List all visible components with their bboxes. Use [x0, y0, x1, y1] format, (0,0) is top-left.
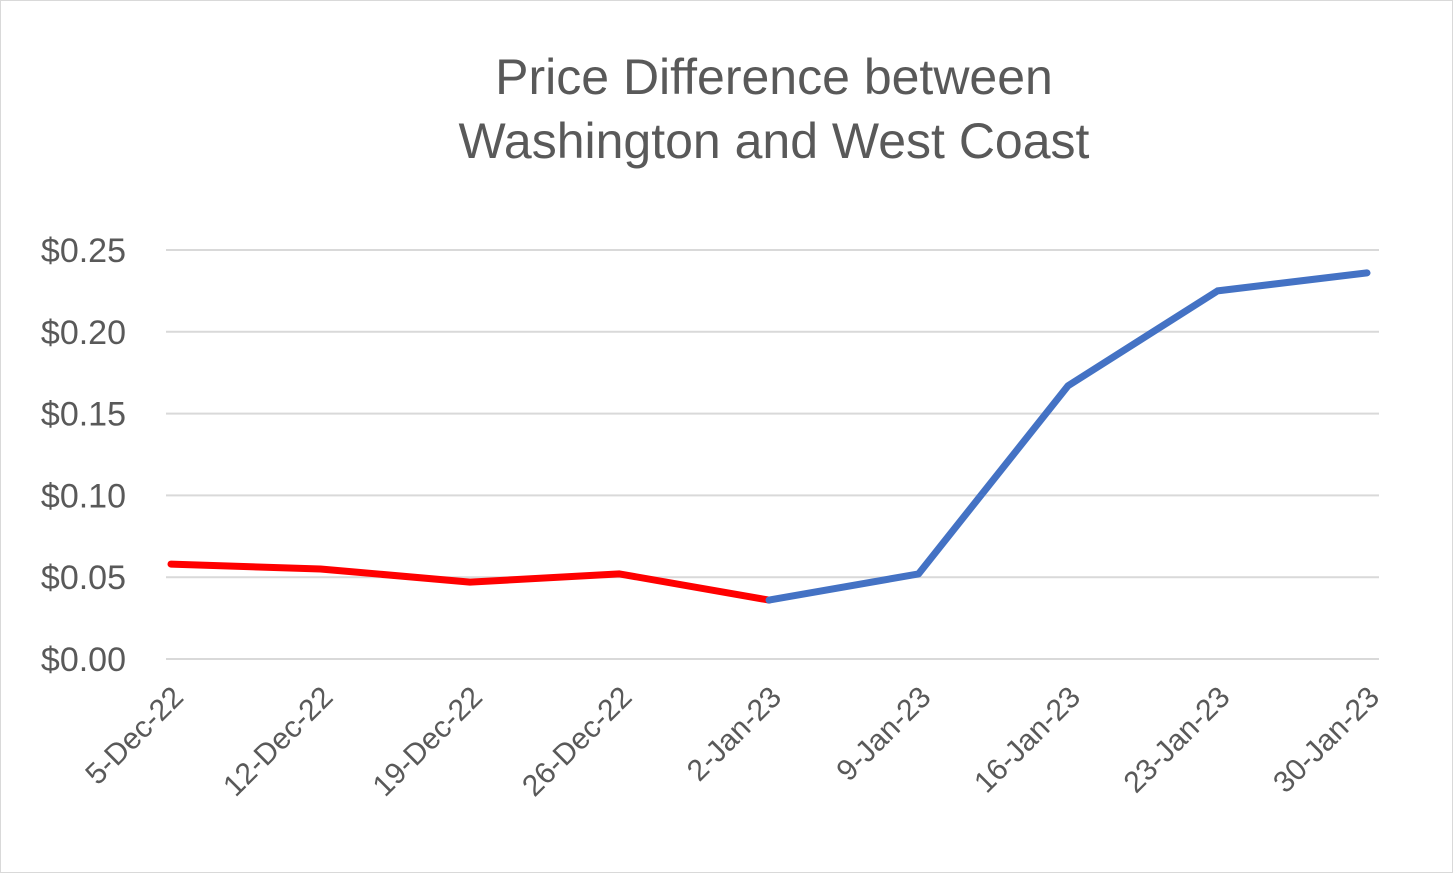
x-tick-label: 16-Jan-23 [968, 681, 1087, 800]
x-tick-label: 2-Jan-23 [681, 681, 788, 788]
x-tick-label: 23-Jan-23 [1118, 681, 1237, 800]
x-tick-label: 12-Dec-22 [217, 681, 339, 803]
x-tick-label: 26-Dec-22 [516, 681, 638, 803]
y-tick-label: $0.15 [41, 396, 126, 434]
x-tick-label: 5-Dec-22 [79, 681, 190, 792]
y-tick-label: $0.00 [41, 641, 126, 679]
y-tick-label: $0.05 [41, 559, 126, 597]
y-tick-label: $0.20 [41, 314, 126, 352]
y-tick-label: $0.25 [41, 232, 126, 270]
x-tick-label: 9-Jan-23 [830, 681, 937, 788]
series-line-2 [769, 273, 1367, 600]
x-tick-label: 30-Jan-23 [1267, 681, 1386, 800]
x-tick-label: 19-Dec-22 [367, 681, 489, 803]
y-tick-label: $0.10 [41, 477, 126, 515]
